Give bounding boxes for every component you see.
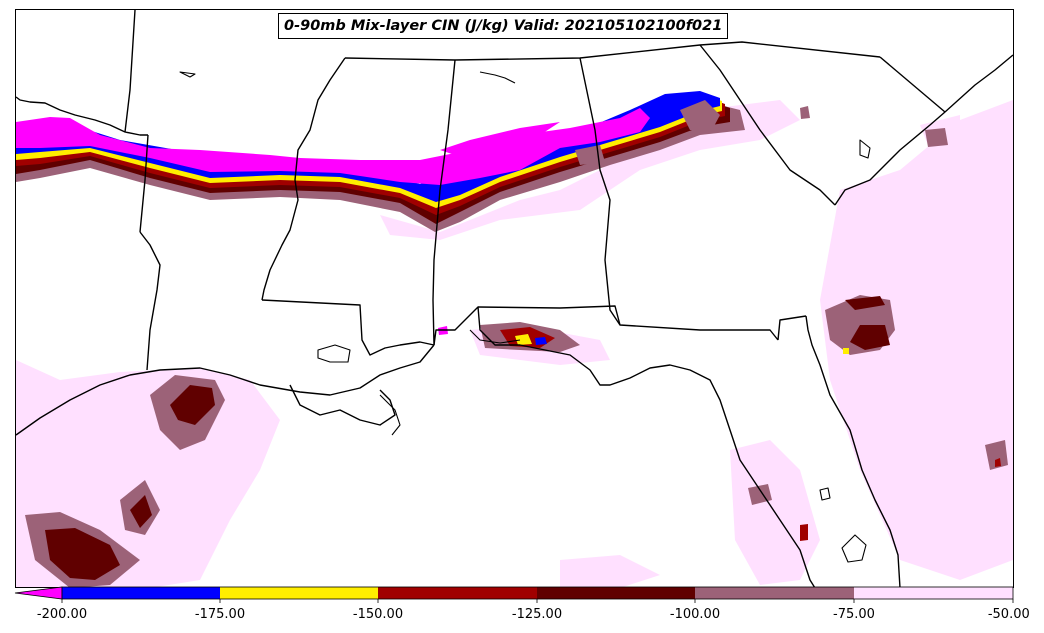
louisiana-marsh-coast	[289, 384, 396, 426]
florida-atlantic-coast	[805, 315, 901, 589]
colorbar-outline	[61, 586, 1014, 600]
georgia-florida-border	[777, 315, 807, 341]
cin-shading	[16, 91, 1013, 588]
pensacola-bays	[469, 329, 521, 344]
sc-lake	[179, 71, 196, 78]
colorbar-segment	[695, 587, 854, 599]
tennessee-south-border	[344, 41, 881, 61]
gulf-coast-texas	[15, 344, 435, 436]
map-title: 0-90mb Mix-layer CIN (J/kg) Valid: 20210…	[278, 13, 729, 39]
georgia-south-carolina-border	[699, 44, 836, 206]
colorbar-extend-arrow	[14, 586, 63, 600]
arkansas-louisiana-border	[139, 134, 149, 233]
colorbar-tick-label: -125.00	[511, 607, 563, 622]
tn-river-bend	[479, 71, 516, 84]
band-magenta	[16, 108, 650, 185]
nc-sc-border	[879, 56, 946, 113]
lake-okeechobee	[841, 534, 867, 563]
texas-oklahoma-border	[15, 96, 148, 136]
colorbar	[14, 586, 1014, 603]
lake-pontchartrain	[317, 344, 351, 363]
colorbar-tick-label: -75.00	[833, 607, 875, 622]
louisiana-mississippi-border	[261, 299, 435, 356]
colorbar-tick-label: -50.00	[987, 607, 1030, 622]
fl-keys-inlets	[819, 487, 831, 501]
political-borders	[15, 9, 1014, 589]
colorbar-segment	[378, 587, 537, 599]
atlantic-coast-northeast	[834, 54, 1014, 206]
colorbar-tick-label: -100.00	[669, 607, 721, 622]
colorbar-segment	[62, 587, 220, 599]
colorbar-tick-label: -150.00	[352, 607, 404, 622]
colorbar-tick-label: -200.00	[36, 607, 88, 622]
alabama-georgia-border	[579, 57, 621, 326]
colorbar-segment	[854, 587, 1013, 599]
band-blue	[16, 91, 720, 202]
mississippi-river-east	[261, 57, 346, 301]
alabama-mobile-coast	[433, 306, 816, 589]
ga-reservoir	[859, 139, 871, 159]
colorbar-segment	[537, 587, 695, 599]
mississippi-alabama-border	[432, 59, 456, 346]
colorbar-tick-label: -175.00	[194, 607, 246, 622]
louisiana-delta	[379, 394, 401, 436]
oklahoma-arkansas-border	[124, 9, 136, 133]
cin-cells	[25, 100, 1008, 588]
alabama-florida-border	[477, 305, 779, 341]
colorbar-segment	[220, 587, 378, 599]
texas-louisiana-border	[139, 231, 161, 371]
